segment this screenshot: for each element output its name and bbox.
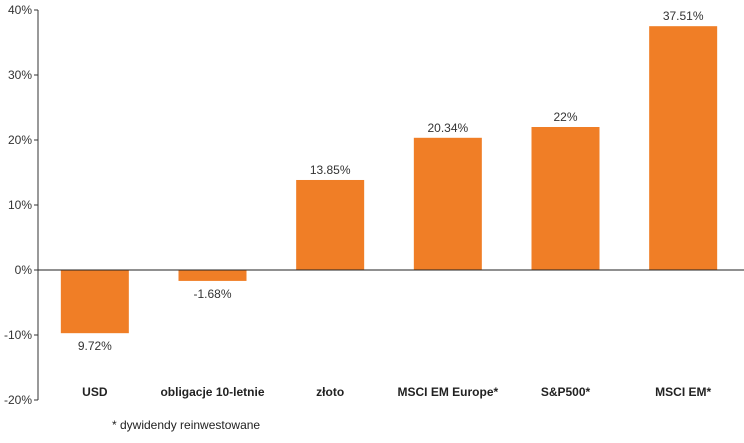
data-label: 22% [553, 110, 577, 124]
bar [413, 137, 482, 270]
data-label: 20.34% [427, 121, 468, 135]
y-tick-label: 40% [8, 3, 32, 17]
x-tick-label: USD [82, 385, 108, 399]
bar [296, 179, 365, 270]
y-tick-label: 30% [8, 68, 32, 82]
x-tick-label: S&P500* [541, 385, 591, 399]
data-label: 37.51% [663, 9, 704, 23]
y-tick-label: 0% [15, 263, 33, 277]
x-tick-label: MSCI EM Europe* [397, 385, 498, 399]
data-label: 9.72% [78, 339, 112, 353]
y-tick-label: 20% [8, 133, 32, 147]
bar [60, 270, 129, 334]
data-label: 13.85% [310, 163, 351, 177]
bar [178, 270, 247, 281]
data-label: -1.68% [193, 287, 231, 301]
x-tick-label: MSCI EM* [655, 385, 711, 399]
bar [531, 127, 600, 270]
y-tick-label: -20% [4, 393, 32, 407]
bar [649, 26, 718, 271]
footnote: * dywidendy reinwestowane [112, 418, 261, 432]
x-tick-label: obligacje 10-letnie [160, 385, 264, 399]
y-tick-label: 10% [8, 198, 32, 212]
y-tick-label: -10% [4, 328, 32, 342]
x-tick-label: złoto [316, 385, 344, 399]
